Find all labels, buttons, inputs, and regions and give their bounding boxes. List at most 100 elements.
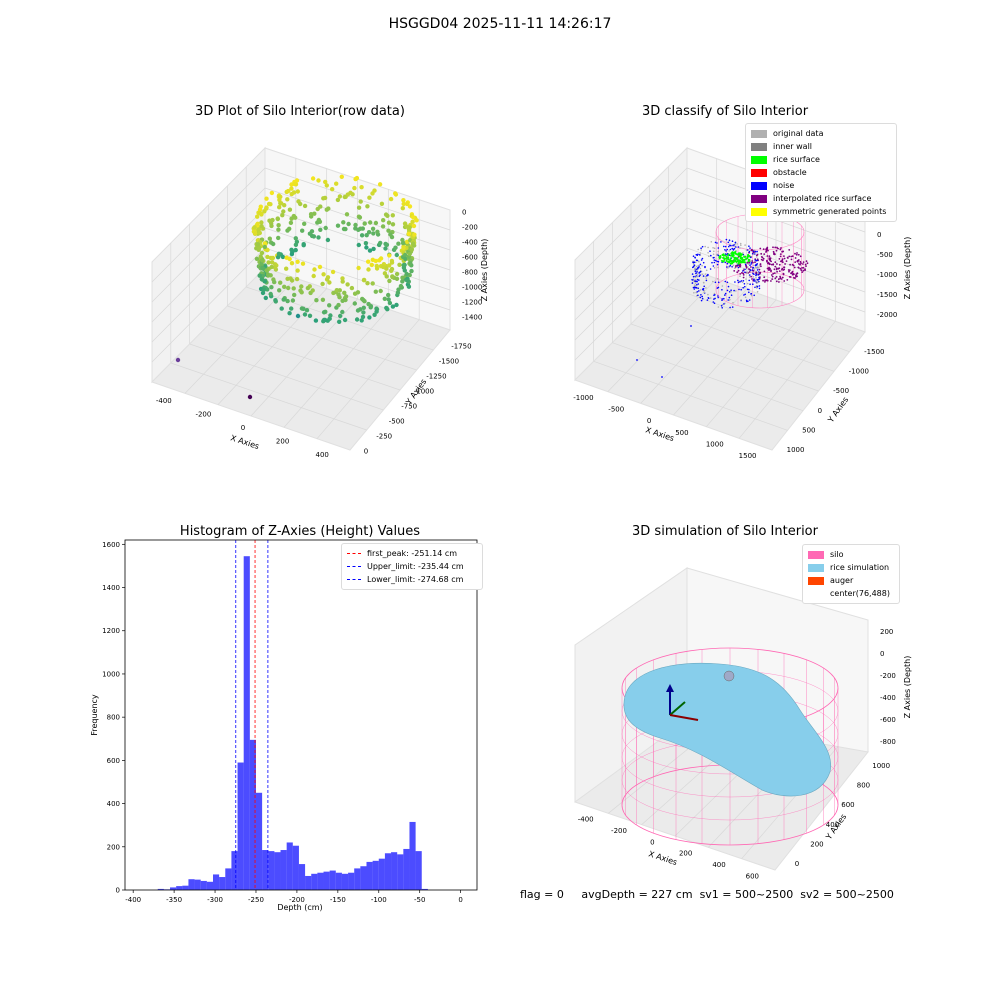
legend-label: Lower_limit: -274.68 cm: [367, 575, 464, 584]
noise-point: [756, 286, 759, 288]
raw-point: [340, 279, 345, 284]
raw-point: [356, 265, 361, 271]
raw-point: [292, 181, 297, 187]
raw-point: [330, 269, 336, 275]
raw-point: [260, 258, 265, 263]
raw-outlier-point: [295, 313, 301, 319]
noise-point: [754, 280, 756, 282]
raw-point: [305, 285, 311, 291]
interpolated-point: [775, 249, 778, 252]
interpolated-point: [772, 250, 775, 253]
raw-point: [259, 220, 264, 225]
raw-point: [290, 298, 296, 303]
interpolated-point: [734, 266, 737, 268]
noise-point: [706, 299, 709, 301]
rice-surface-point: [743, 261, 746, 264]
sim-x-tick: -200: [611, 827, 627, 835]
raw-point: [370, 226, 376, 231]
noise-point: [697, 264, 700, 267]
rice-surface-point: [741, 257, 744, 259]
raw-point: [387, 253, 392, 258]
rice-surface-point: [725, 256, 728, 258]
interpolated-point: [778, 270, 781, 272]
raw-point: [316, 217, 322, 223]
raw-point: [401, 201, 406, 207]
legend-label: Upper_limit: -235.44 cm: [367, 562, 464, 571]
interpolated-point: [774, 265, 777, 268]
interpolated-point: [762, 259, 764, 262]
raw-point: [256, 227, 261, 232]
noise-point: [732, 301, 734, 304]
hist-bar: [311, 873, 318, 890]
raw-point: [273, 298, 278, 303]
cls-y-tick: -1500: [864, 348, 884, 356]
hist-xlabel: Depth (cm): [277, 903, 322, 912]
raw-point: [342, 290, 347, 295]
noise-point: [710, 254, 712, 257]
raw-point: [281, 209, 286, 214]
interpolated-point: [759, 271, 762, 274]
noise-point: [737, 281, 740, 284]
raw-plot-title: 3D Plot of Silo Interior(row data): [195, 104, 405, 119]
raw-point: [295, 268, 300, 273]
interpolated-point: [765, 251, 767, 253]
noise-point: [705, 273, 707, 275]
noise-point: [736, 243, 738, 245]
raw-point: [295, 189, 300, 194]
noise-point: [713, 247, 716, 250]
noise-point: [703, 285, 705, 288]
noise-point: [726, 248, 729, 251]
raw-x-tick: -200: [195, 410, 211, 418]
noise-point: [694, 279, 697, 281]
noise-point: [717, 281, 720, 284]
noise-point: [695, 265, 698, 268]
sim-y-tick: 800: [857, 782, 870, 790]
noise-point: [724, 253, 727, 255]
interpolated-point: [797, 253, 800, 256]
cls-x-tick: 1000: [706, 441, 724, 449]
legend-item: rice surface: [751, 153, 891, 166]
raw-point: [276, 227, 281, 232]
rice-surface-point: [731, 253, 734, 256]
hist-bar: [200, 880, 207, 890]
raw-y-tick: -500: [389, 418, 405, 426]
raw-point: [366, 267, 371, 272]
cls-y-tick: -500: [833, 387, 849, 395]
histogram-chart: -400 -350 -300 -250 -200 -150 -100 -50 0 0 200 400 6…: [90, 539, 478, 912]
interpolated-point: [779, 248, 782, 251]
noise-point: [735, 246, 737, 248]
noise-point: [734, 241, 737, 244]
noise-point: [691, 282, 694, 284]
noise-point: [724, 294, 726, 296]
cls-y-tick: 0: [818, 407, 822, 415]
raw-point: [262, 244, 267, 250]
hist-bar: [409, 821, 416, 890]
hist-title: Histogram of Z-Axies (Height) Values: [179, 524, 421, 539]
avg-depth-text: avgDepth = 227 cm: [581, 888, 693, 901]
noise-point: [728, 299, 731, 302]
noise-point: [694, 282, 697, 284]
raw-point: [310, 176, 316, 181]
raw-point: [386, 220, 392, 225]
raw-y-tick: -250: [376, 433, 392, 441]
noise-point: [749, 247, 751, 249]
noise-point: [738, 288, 740, 291]
raw-point: [390, 304, 396, 309]
interpolated-point: [772, 272, 775, 275]
noise-point: [711, 261, 713, 264]
noise-point: [720, 305, 723, 307]
interpolated-point: [796, 272, 799, 275]
noise-point: [727, 285, 730, 288]
noise-point: [717, 295, 719, 297]
noise-point: [721, 289, 723, 291]
noise-point: [744, 271, 746, 274]
noise-point: [745, 249, 748, 251]
raw-3d-plot: -400 -200 0 200 400 0 -250 -500 -750 -1000 -1250 -1…: [151, 146, 489, 459]
noise-point: [737, 266, 740, 269]
raw-point: [302, 203, 308, 209]
noise-point: [695, 291, 697, 294]
raw-point: [373, 220, 379, 226]
raw-point: [293, 236, 298, 241]
legend-item: obstacle: [751, 166, 891, 179]
interpolated-point: [733, 270, 736, 272]
